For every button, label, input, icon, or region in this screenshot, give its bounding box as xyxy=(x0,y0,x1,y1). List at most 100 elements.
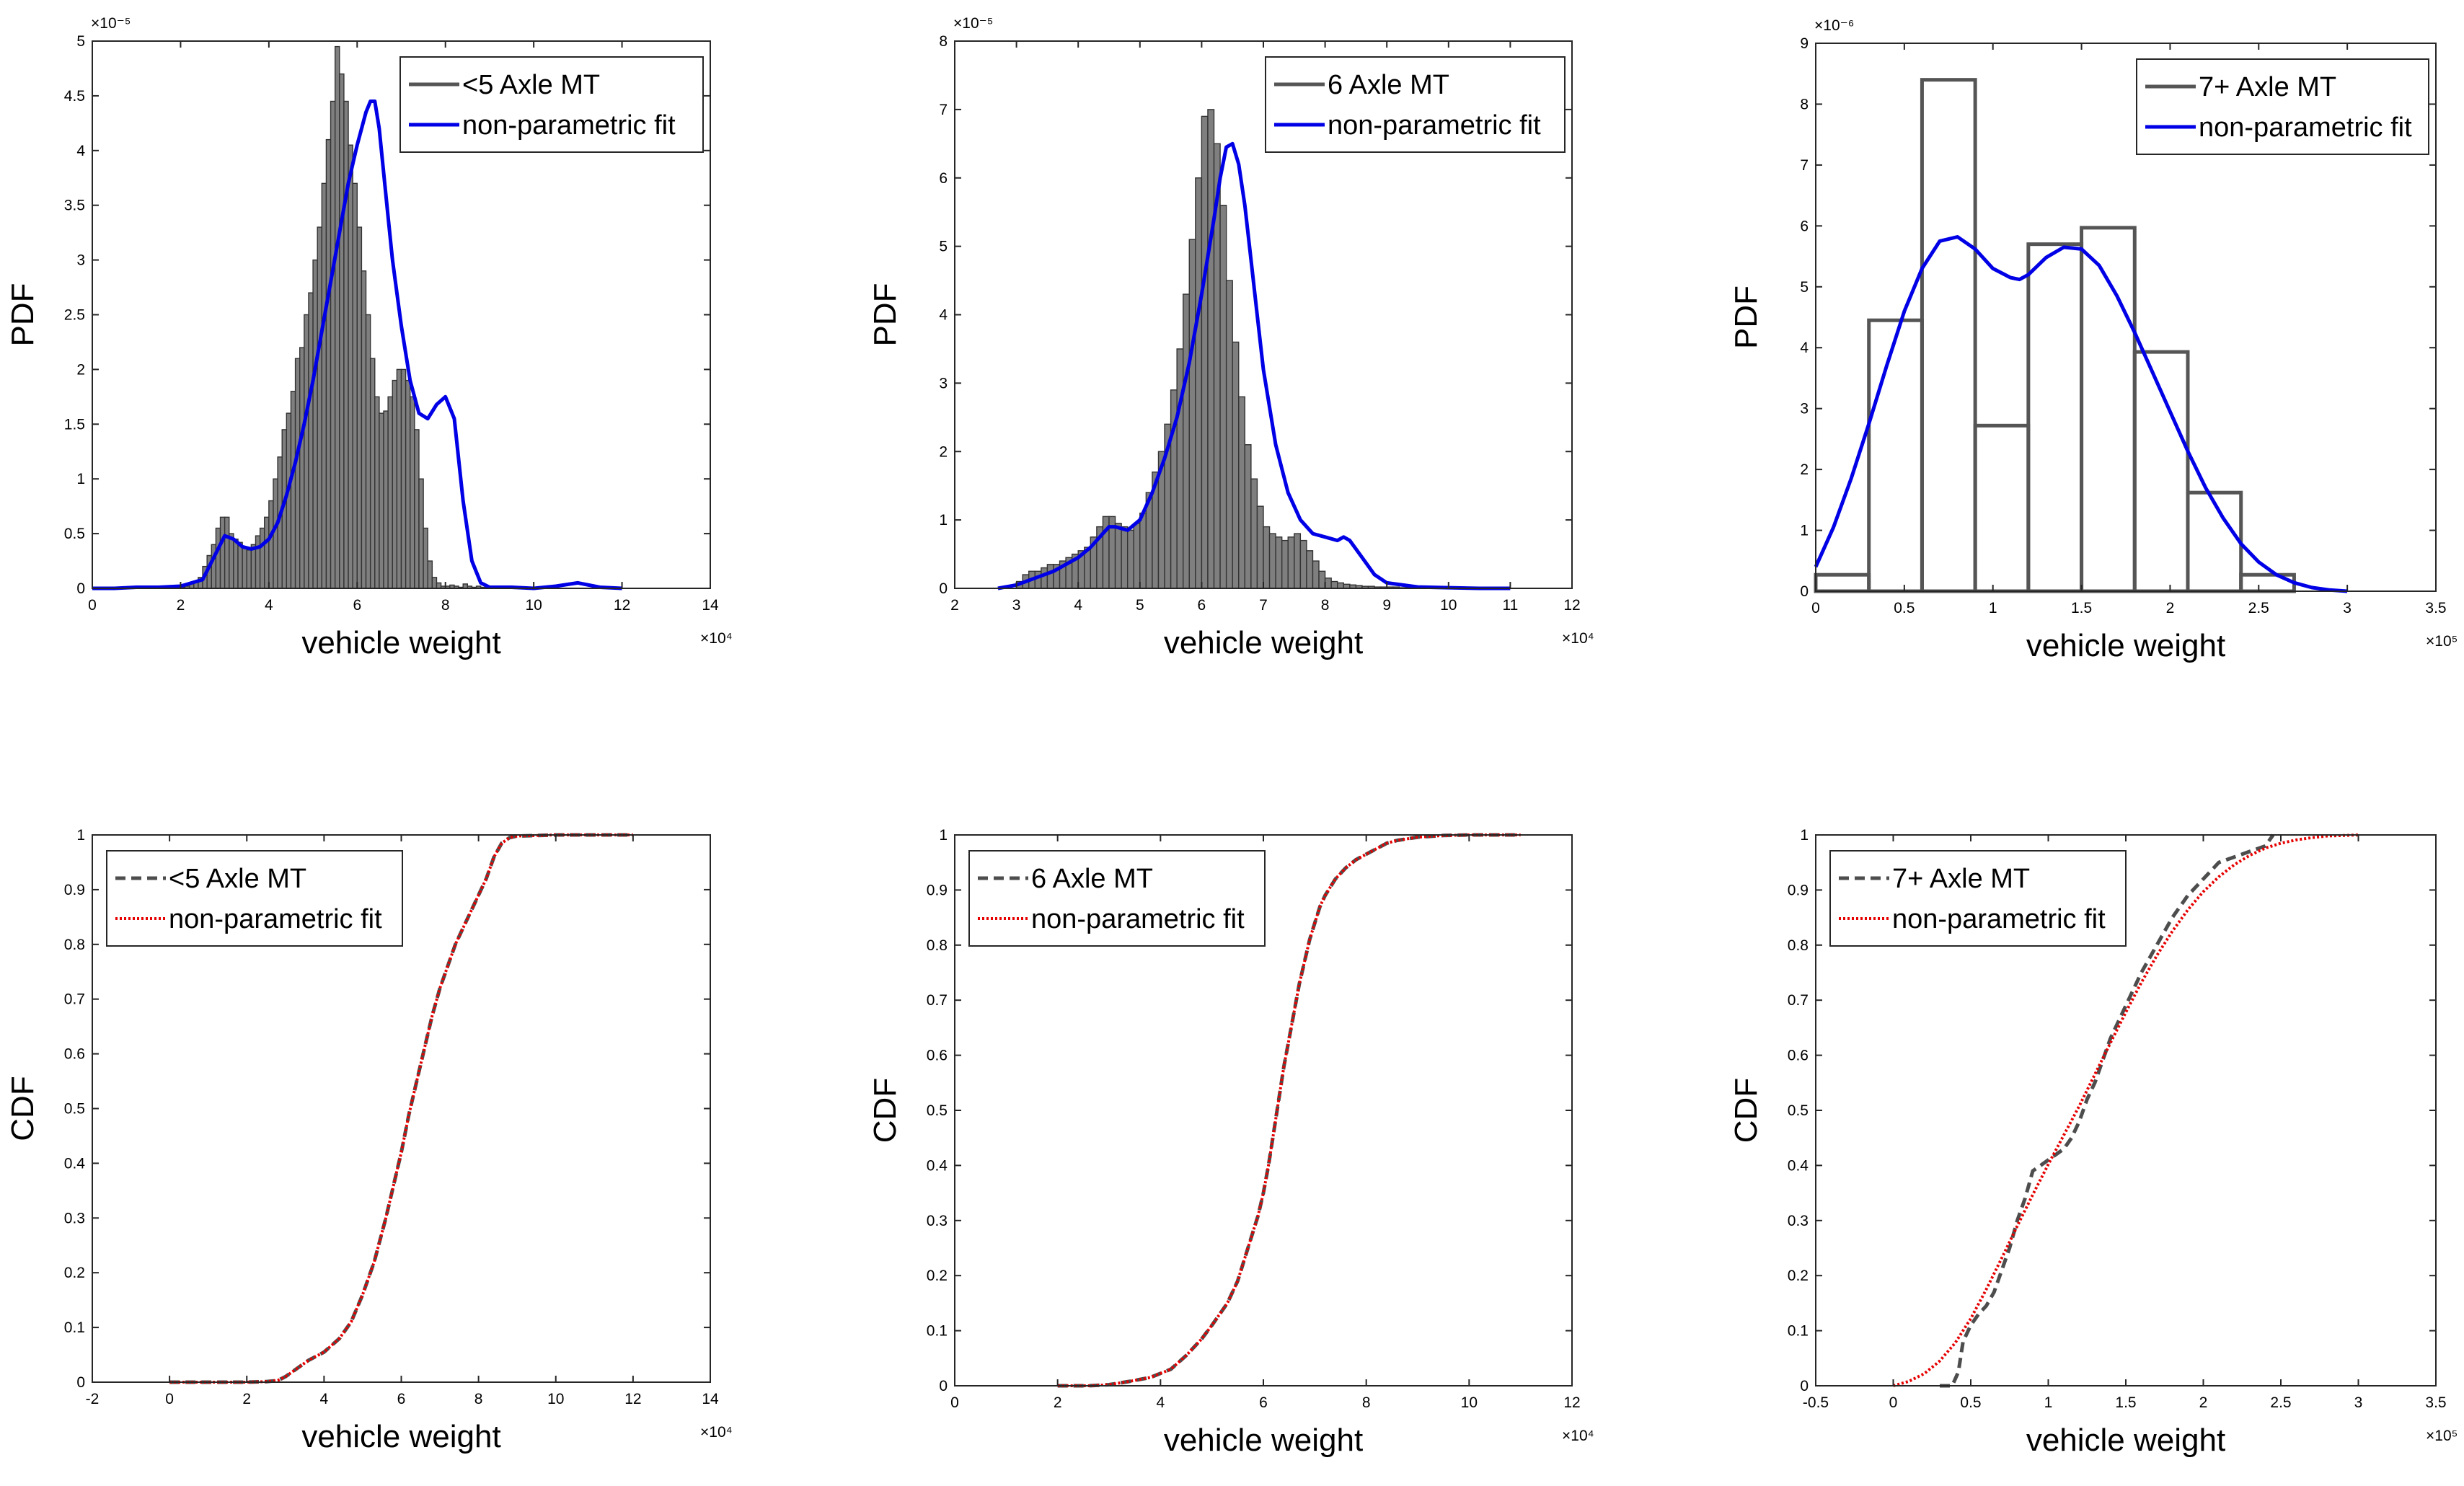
x-multiplier: ×10⁴ xyxy=(700,630,733,647)
x-tick-label: 12 xyxy=(614,597,630,614)
legend-box xyxy=(106,850,403,947)
x-multiplier: ×10⁴ xyxy=(1562,1428,1594,1444)
x-tick-label: 0 xyxy=(88,597,97,614)
y-tick-label: 0.5 xyxy=(927,1102,948,1119)
x-tick-label: 12 xyxy=(624,1391,641,1407)
x-tick-label: 4 xyxy=(1074,597,1082,614)
histogram-bar xyxy=(356,226,363,589)
histogram-bar xyxy=(1287,536,1295,589)
histogram-bar xyxy=(369,358,376,589)
histogram-bar xyxy=(423,527,428,589)
empirical-curve xyxy=(1057,833,1521,1388)
histogram-bar xyxy=(1188,239,1196,589)
x-axis-label: vehicle weight xyxy=(2026,1423,2225,1458)
y-multiplier: ×10⁻⁵ xyxy=(953,15,993,32)
y-tick-label: 1 xyxy=(1800,827,1809,844)
x-tick-label: 8 xyxy=(1362,1394,1371,1411)
y-tick-label: 0.3 xyxy=(927,1213,948,1229)
x-tick-label: 3 xyxy=(1012,597,1021,614)
x-tick-label: 2 xyxy=(2166,600,2175,616)
histogram-bar xyxy=(1244,444,1252,589)
y-axis-label: CDF xyxy=(5,1076,40,1141)
y-tick-label: 0 xyxy=(1800,583,1809,600)
legend-label: non-parametric fit xyxy=(1031,904,1245,934)
histogram-bar xyxy=(334,45,340,589)
y-tick-label: 4 xyxy=(76,143,85,159)
histogram-bar xyxy=(1121,526,1129,589)
histogram-bar xyxy=(233,538,239,589)
y-tick-label: 0.7 xyxy=(1788,992,1809,1009)
x-axis-label: vehicle weight xyxy=(1164,625,1363,660)
histogram-bar xyxy=(365,314,371,589)
x-tick-label: 11 xyxy=(1502,597,1518,614)
x-multiplier: ×10⁵ xyxy=(2426,633,2458,650)
legend-label: 7+ Axle MT xyxy=(1892,864,2030,894)
histogram-bar xyxy=(405,379,411,589)
histogram-bar xyxy=(383,410,389,589)
histogram-bar xyxy=(1219,205,1227,589)
y-tick-label: 1 xyxy=(76,827,85,844)
legend-box xyxy=(1265,56,1566,153)
y-tick-label: 6 xyxy=(939,170,948,187)
chart-pdf-lt5: 0 2 4 6 8 10 12 14 0 0.5 1 1.5 2 2.5 3 3.5 4 4.5 5 ×10⁴ ×10⁻… xyxy=(5,15,733,660)
y-tick-label: 0.1 xyxy=(1788,1323,1809,1340)
legend: 6 Axle MT non-parametric fit xyxy=(1265,56,1566,153)
x-tick-label: 2.5 xyxy=(2248,600,2269,616)
histogram-bar xyxy=(1324,578,1332,589)
y-axis-label: PDF xyxy=(1728,286,1764,349)
histogram-bar xyxy=(379,412,384,589)
histogram-bar xyxy=(343,100,349,589)
histogram-bar xyxy=(418,478,424,589)
x-tick-label: -0.5 xyxy=(1803,1394,1829,1411)
y-tick-label: 5 xyxy=(1800,279,1809,296)
histogram-bar xyxy=(273,478,278,589)
x-tick-label: 0 xyxy=(1889,1394,1898,1411)
legend: <5 Axle MT non-parametric fit xyxy=(399,56,704,153)
histogram-bar xyxy=(410,396,415,589)
y-tick-label: 0.6 xyxy=(1788,1048,1809,1064)
y-tick-label: 0.9 xyxy=(927,882,948,898)
x-tick-label: 8 xyxy=(474,1391,483,1407)
histogram-bar xyxy=(1263,526,1271,589)
y-tick-label: 2.5 xyxy=(64,307,85,324)
y-tick-label: 0 xyxy=(76,580,85,597)
histogram-bar xyxy=(392,379,398,589)
y-tick-label: 7 xyxy=(1800,157,1809,174)
y-tick-label: 3 xyxy=(939,375,948,392)
legend-label: <5 Axle MT xyxy=(169,864,306,894)
y-tick-label: 0.1 xyxy=(64,1319,85,1336)
x-tick-label: 8 xyxy=(1321,597,1330,614)
histogram-bar xyxy=(1294,533,1302,589)
histogram-bar xyxy=(1312,560,1320,589)
y-tick-label: 8 xyxy=(939,33,948,50)
empirical-curve xyxy=(1940,833,2275,1388)
histogram-bar xyxy=(308,292,314,589)
histogram-bar xyxy=(294,358,301,589)
histogram-bar xyxy=(348,144,353,589)
histogram-bar xyxy=(1139,512,1147,589)
x-tick-label: -2 xyxy=(86,1391,100,1407)
y-tick-label: 4 xyxy=(1800,340,1809,356)
histogram-bar xyxy=(1225,280,1233,589)
x-tick-label: 10 xyxy=(1440,597,1457,614)
histogram-bar xyxy=(1330,580,1338,589)
histogram-bar xyxy=(325,138,332,589)
histogram-bar xyxy=(1195,177,1203,589)
x-tick-label: 4 xyxy=(265,597,273,614)
legend-box xyxy=(968,850,1266,947)
histogram-bar xyxy=(1207,109,1215,589)
x-tick-label: 2 xyxy=(177,597,185,614)
x-axis-label: vehicle weight xyxy=(2026,628,2225,663)
y-tick-label: 3 xyxy=(76,252,85,269)
x-tick-label: 6 xyxy=(353,597,361,614)
y-tick-label: 0 xyxy=(76,1374,85,1391)
y-tick-label: 0.2 xyxy=(64,1265,85,1281)
x-tick-label: 0 xyxy=(950,1394,959,1411)
legend-label: 6 Axle MT xyxy=(1328,70,1449,100)
y-tick-label: 3.5 xyxy=(64,198,85,214)
histogram-bar xyxy=(387,396,393,589)
histogram-bar xyxy=(396,368,402,589)
y-tick-label: 9 xyxy=(1800,35,1809,52)
histogram-bar xyxy=(1046,564,1054,589)
